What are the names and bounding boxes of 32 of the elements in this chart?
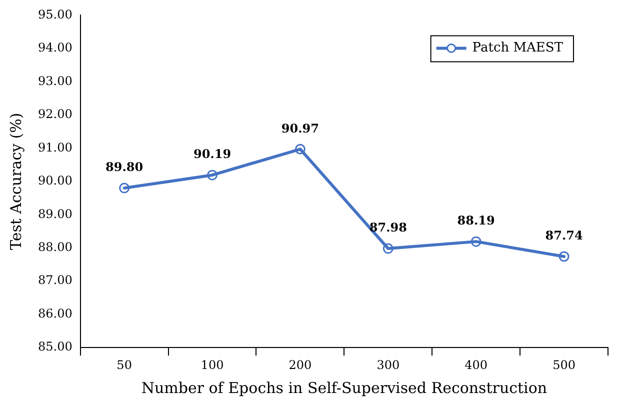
point	[558, 251, 570, 262]
data-label: 90.19	[193, 147, 232, 162]
y-tick-label: 91.00	[38, 140, 72, 154]
y-tick-label: 94.00	[38, 40, 72, 55]
x-tick-label: 500	[552, 358, 576, 372]
data-label: 87.98	[369, 220, 407, 235]
x-tick-label: 300	[376, 358, 400, 372]
y-tick-label: 87.00	[38, 273, 72, 288]
data-label: 87.74	[545, 228, 583, 243]
point	[207, 170, 218, 180]
point	[294, 144, 306, 154]
x-axis-title: Number of Epochs in Self-Supervised Reconstruction	[141, 378, 548, 397]
x-tick-label: 50	[116, 358, 132, 372]
legend-label: Patch MAEST	[472, 40, 564, 56]
data-label: 88.19	[457, 214, 495, 228]
data-label: 89.80	[106, 160, 144, 174]
data-label: 90.97	[281, 121, 319, 136]
y-tick-label: 90.00	[38, 174, 72, 188]
y-tick-label: 88.00	[38, 240, 72, 254]
y-axis-title: Test Accuracy (%)	[6, 112, 25, 250]
point	[470, 236, 482, 247]
y-tick-label: 85.00	[38, 340, 72, 354]
x-tick-label: 400	[464, 358, 488, 372]
x-tick-label: 200	[288, 358, 312, 372]
point	[119, 182, 130, 194]
y-tick-label: 92.00	[38, 107, 72, 122]
point	[382, 243, 394, 254]
y-tick-label: 95.00	[38, 7, 72, 22]
y-tick-label: 89.00	[38, 206, 72, 221]
y-tick-label: 93.00	[38, 74, 72, 88]
y-tick-label: 86.00	[38, 306, 72, 320]
x-tick-label: 100	[200, 358, 224, 372]
